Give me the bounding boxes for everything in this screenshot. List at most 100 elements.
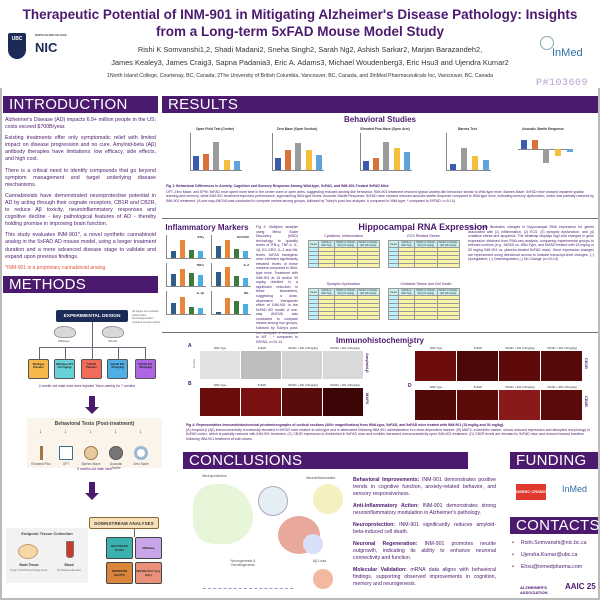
ihc-image-5xfad-cb2r	[457, 390, 498, 420]
authors-line-1: Rishi K Somvanshi1,2, Shadi Madani2, Sne…	[137, 45, 483, 54]
cell-illustration	[303, 534, 323, 554]
tree-line	[92, 347, 93, 359]
contact-email[interactable]: Ehsu@inmedpharma.com	[512, 564, 598, 570]
ihc-section: Immunohistochemistry A Wild-Type 5xFAD 5…	[162, 333, 598, 445]
figure-label: Neurogenesis & Neuritogenesis	[230, 559, 256, 567]
chart-plot	[360, 133, 412, 171]
poster-title: Therapeutic Potential of INM-901 in Miti…	[10, 6, 590, 40]
chart-title: Elevated Plus Maze (Open Arm)	[360, 127, 410, 131]
section-divider	[162, 218, 598, 219]
rna-table-oxidative: Genes 5xFAD vs Wild-Type 5xFAD vs 5XFAD-90…	[387, 288, 461, 320]
chart-zero-maze: Zero Maze (Open Section)	[266, 127, 328, 183]
column-header: 5xFAD vs 5XFAD-901 (15 mg/kg)	[414, 288, 438, 296]
table-row	[307, 255, 381, 260]
ihc-image-5xfad-cb1r	[457, 351, 498, 381]
test-label: Acoustic Startle	[109, 462, 123, 470]
table-row	[307, 263, 381, 268]
panel-label: IL-2	[243, 263, 249, 267]
panel-letter-d: D	[408, 383, 412, 389]
table-row	[307, 311, 381, 316]
tree-line	[39, 347, 40, 359]
neurogenesis-illustration	[203, 569, 293, 589]
tree-line	[145, 347, 146, 359]
column-label: 5xFAD	[257, 383, 267, 387]
nic-logo-text: NIC	[35, 40, 58, 55]
column-label: 5xFAD + 901 (30mg/kg)	[547, 346, 577, 350]
aaic-logo: AAIC 25	[565, 582, 596, 591]
table-title-synaptic: Synaptic Dysfunction	[326, 282, 361, 286]
tree-line	[65, 347, 66, 359]
ihc-image-15-map2	[282, 388, 322, 416]
rna-table-synaptic: Genes 5xFAD vs Wild-Type 5xFAD vs 5XFAD-90…	[307, 288, 381, 320]
inmed-logo-text: InMed	[552, 47, 583, 59]
contact-email[interactable]: Rishi.Somvanshi@nic.bc.ca	[512, 540, 598, 546]
conclusion-title: Neuronal Regeneration:	[353, 541, 418, 547]
tissue-collection-box: Endpoint Tissue Collection Brain Tissue …	[6, 528, 88, 583]
bar	[216, 272, 221, 286]
column-header: 5xFAD vs 5XFAD-901 (30 mg/kg)	[356, 288, 381, 296]
conclusion-title: Neuroprotection:	[353, 522, 396, 528]
column-label: 5xFAD + 901 (30mg/kg)	[330, 346, 360, 350]
group-wildtype-901: Wildtype 901 (30 mg/kg)	[54, 359, 75, 379]
contact-email[interactable]: Ujendra.Kumar@ubc.ca	[512, 552, 598, 558]
column-label: 5xFAD + 901 (15mg/kg)	[288, 346, 318, 350]
bar	[189, 273, 194, 286]
inmed-logo-mark	[540, 36, 554, 50]
brain-icon	[18, 544, 38, 559]
column-header: 5xFAD vs 5XFAD-901 (30 mg/kg)	[436, 288, 461, 296]
panel-label: NfL	[244, 291, 249, 295]
analysis-histology: HISTOLOGY (e.g. IHC)	[135, 562, 162, 584]
tree-line	[92, 322, 93, 348]
bar	[295, 143, 302, 170]
column-label: Wild-Type	[213, 383, 227, 387]
bar	[471, 156, 478, 170]
inflammatory-markers-title: Inflammatory Markers	[165, 223, 249, 232]
ihc-image-15-cb1r	[499, 351, 540, 381]
authors-line-2: James Kealey3, James Craig3, Sapna Padan…	[111, 58, 509, 67]
ihc-image-15-cb2r	[499, 390, 540, 420]
column-header: 5xFAD vs Wild-Type	[318, 288, 336, 296]
ihc-image-30-cb2r	[541, 390, 582, 420]
table-row	[307, 315, 381, 320]
nic-logo: NORTH ISLAND COLLEGE NIC	[35, 34, 67, 55]
column-label: 5xFAD + 901 (30mg/kg)	[330, 383, 360, 387]
downstream-analyses-label: DOWNSTREAM ANALYSES	[89, 517, 159, 529]
bar	[189, 307, 194, 314]
conclusion-item: Behavioral Improvements: INM-901 demonst…	[353, 477, 496, 498]
column-header: 5xFAD vs Wild-Type	[398, 240, 416, 248]
group-5xfad-placebo: 5xFAD Placebo	[81, 359, 102, 379]
inmed-funding-logo: InMed	[562, 484, 588, 494]
table-row	[387, 251, 461, 256]
bar	[234, 276, 239, 286]
table-title-cytokines: Cytokines- Inflammation	[324, 234, 363, 238]
ihc-image-30-cb1r	[541, 351, 582, 381]
test-elevated-plus: Elevated Plus	[30, 446, 52, 466]
bar	[180, 297, 185, 314]
column-label: Wild-Type	[429, 346, 443, 350]
zero-maze-icon	[134, 446, 148, 460]
fig4-caption-body: (A) Amyloid-β (Aβ) immunoreactivity is m…	[186, 427, 590, 441]
marker-label: CB2R	[584, 396, 589, 407]
title-line-2: from a Long-term 5xFAD Mouse Model Study	[155, 24, 445, 39]
chart-open-field: Open Field Test (Centre)	[184, 127, 246, 183]
intro-paragraph: Existing treatments offer only symptomat…	[5, 135, 156, 163]
conclusions-section: Neuroprotection Neuroinflammation Neurog…	[183, 470, 496, 598]
contacts-list: Rishi.Somvanshi@nic.bc.ca Ujendra.Kumar@…	[512, 540, 598, 576]
column-header: 5xFAD vs 5XFAD-901 (30 mg/kg)	[356, 240, 381, 248]
behavioral-studies-title: Behavioral Studies	[343, 115, 417, 124]
wildtype-mouse-icon	[54, 326, 76, 338]
figure-label: Neuroprotection	[202, 474, 227, 478]
table-title-ecs: ECS Related Genes	[407, 234, 440, 238]
conclusion-text: INM-901 significantly reduces amyloid-be…	[353, 522, 496, 535]
ihc-image-30-abeta	[323, 351, 363, 379]
bar	[532, 140, 538, 149]
table-row	[387, 303, 461, 308]
blood-sub: (for Plasma collection)	[57, 569, 81, 572]
panel-label: IFNγ	[197, 235, 204, 239]
title-line-1: Therapeutic Potential of INM-901 in Miti…	[22, 7, 578, 22]
column-label: 5xFAD	[257, 346, 267, 350]
bar	[243, 278, 248, 286]
column-header: 5xFAD vs 5XFAD-901 (15 mg/kg)	[334, 288, 358, 296]
table-title-oxidative: Oxidative Stress and Cell Death	[400, 282, 452, 286]
funding-heading: FUNDING	[510, 452, 598, 469]
